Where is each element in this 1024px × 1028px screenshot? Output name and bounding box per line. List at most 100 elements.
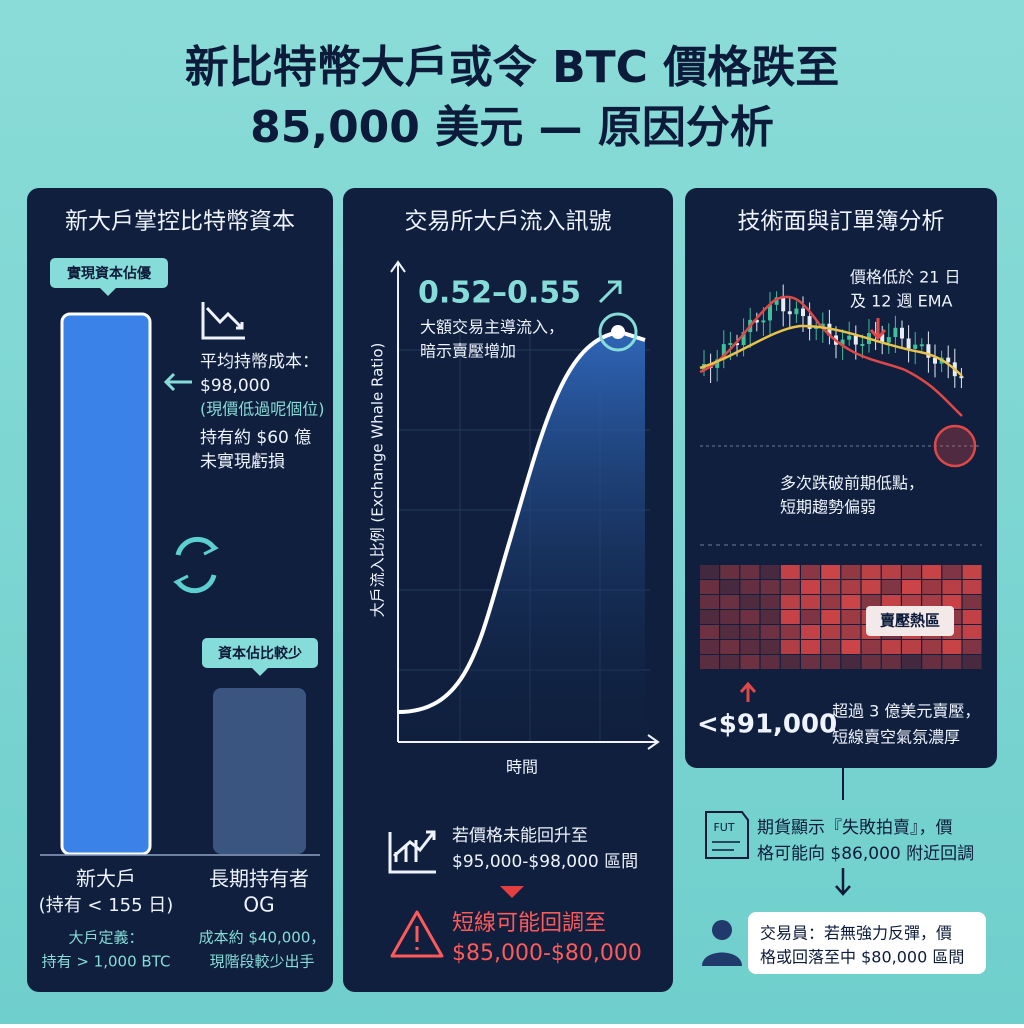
heat-cell (720, 565, 740, 579)
heat-cell (780, 610, 800, 624)
highlight (598, 312, 638, 352)
candle (880, 334, 885, 343)
heat-cell (720, 655, 740, 669)
condition: $95,000-$98,000 區間 (452, 852, 638, 872)
bar-label: 長期持有者 (209, 867, 309, 891)
heat-cell (780, 565, 800, 579)
ratio: 0.52–0.55 (418, 276, 581, 311)
heat-cell (801, 565, 820, 579)
heat-cell (821, 640, 841, 654)
point (611, 325, 625, 339)
heat-cell (821, 610, 841, 624)
heat-cell (760, 565, 780, 579)
heat-cell (780, 580, 800, 594)
heat-cell (841, 565, 861, 579)
candle (794, 308, 799, 315)
arrow (163, 372, 192, 392)
heat-cell (942, 655, 962, 669)
note: 大額交易主導流入， (420, 318, 564, 337)
cycle-icon (173, 536, 219, 594)
heat-cell (801, 595, 820, 609)
heatmap (700, 565, 982, 669)
heat-cell (780, 640, 800, 654)
note: 短期趨勢偏弱 (780, 498, 876, 517)
candle (768, 304, 772, 321)
trader-note: 格或回落至中 $80,000 區間 (760, 948, 964, 967)
heat-cell (720, 640, 740, 654)
heat-cell (902, 595, 921, 609)
warning-icon (390, 910, 444, 958)
candle (781, 297, 786, 312)
footnote: 成本約 $40,000， (199, 929, 326, 947)
candle (774, 297, 779, 305)
heat-cell (861, 580, 881, 594)
note: 暗示賣壓增加 (420, 342, 516, 361)
heat-cell (760, 610, 780, 624)
heat-cell (700, 595, 719, 609)
heat-cell (700, 655, 719, 669)
candle (807, 316, 812, 329)
candle (886, 337, 891, 343)
heat-cell (700, 625, 719, 639)
x-axis-label: 時間 (506, 758, 538, 777)
candle (946, 357, 951, 363)
heat-cell (821, 565, 841, 579)
bar-label: OG (243, 893, 274, 917)
heat-label: 賣壓熱區 (880, 612, 940, 630)
doc-icon-label: FUT (713, 821, 734, 834)
tag-pointer (252, 668, 268, 676)
heat-cell (801, 655, 820, 669)
note: $98,000 (200, 376, 270, 396)
heat-cell (861, 565, 881, 579)
heat-cell (962, 565, 982, 579)
heat-cell (902, 565, 921, 579)
candle (754, 319, 759, 323)
candle (840, 339, 845, 345)
candle (721, 344, 726, 360)
bar-new (60, 312, 152, 856)
heat-cell (902, 640, 921, 654)
candle (847, 335, 852, 340)
quote-box (748, 912, 986, 974)
arrow (739, 681, 757, 702)
heat-cell (760, 580, 780, 594)
candle (820, 323, 825, 328)
note: 短線賣空氣氛濃厚 (832, 728, 960, 747)
panel-title: 交易所大戶流入訊號 (405, 209, 612, 235)
heat-cell (700, 640, 719, 654)
heat-cell (801, 610, 820, 624)
heat-cell (740, 565, 760, 579)
heat-cell (760, 625, 780, 639)
person-icon (702, 952, 742, 966)
heat-cell (740, 655, 760, 669)
curve-area (398, 332, 645, 742)
arrow (835, 868, 851, 896)
heat-cell (801, 625, 820, 639)
heat-cell (922, 580, 942, 594)
candle (728, 343, 733, 346)
heat-cell (902, 580, 921, 594)
heat-cell (881, 565, 901, 579)
heat-cell (700, 580, 719, 594)
candle (893, 327, 898, 338)
title: 85,000 美元 — 原因分析 (250, 102, 774, 153)
candle (741, 332, 746, 346)
note: 持有約 $60 億 (200, 428, 311, 448)
highlight (933, 424, 977, 468)
arrow (869, 318, 887, 341)
warning: 短線可能回調至 (452, 911, 606, 936)
heat-cell (861, 655, 881, 669)
tag-text: 資本佔比較少 (218, 645, 302, 662)
footnote: 大戶定義： (68, 929, 143, 947)
candle (735, 343, 739, 346)
candle (853, 335, 858, 345)
candle (919, 344, 924, 347)
candle (913, 344, 918, 349)
heat-cell (841, 640, 861, 654)
doc-icon (712, 841, 740, 851)
heat-cell (881, 595, 901, 609)
heat-cell (942, 565, 962, 579)
heat-cell (962, 595, 982, 609)
heat-cell (740, 595, 760, 609)
